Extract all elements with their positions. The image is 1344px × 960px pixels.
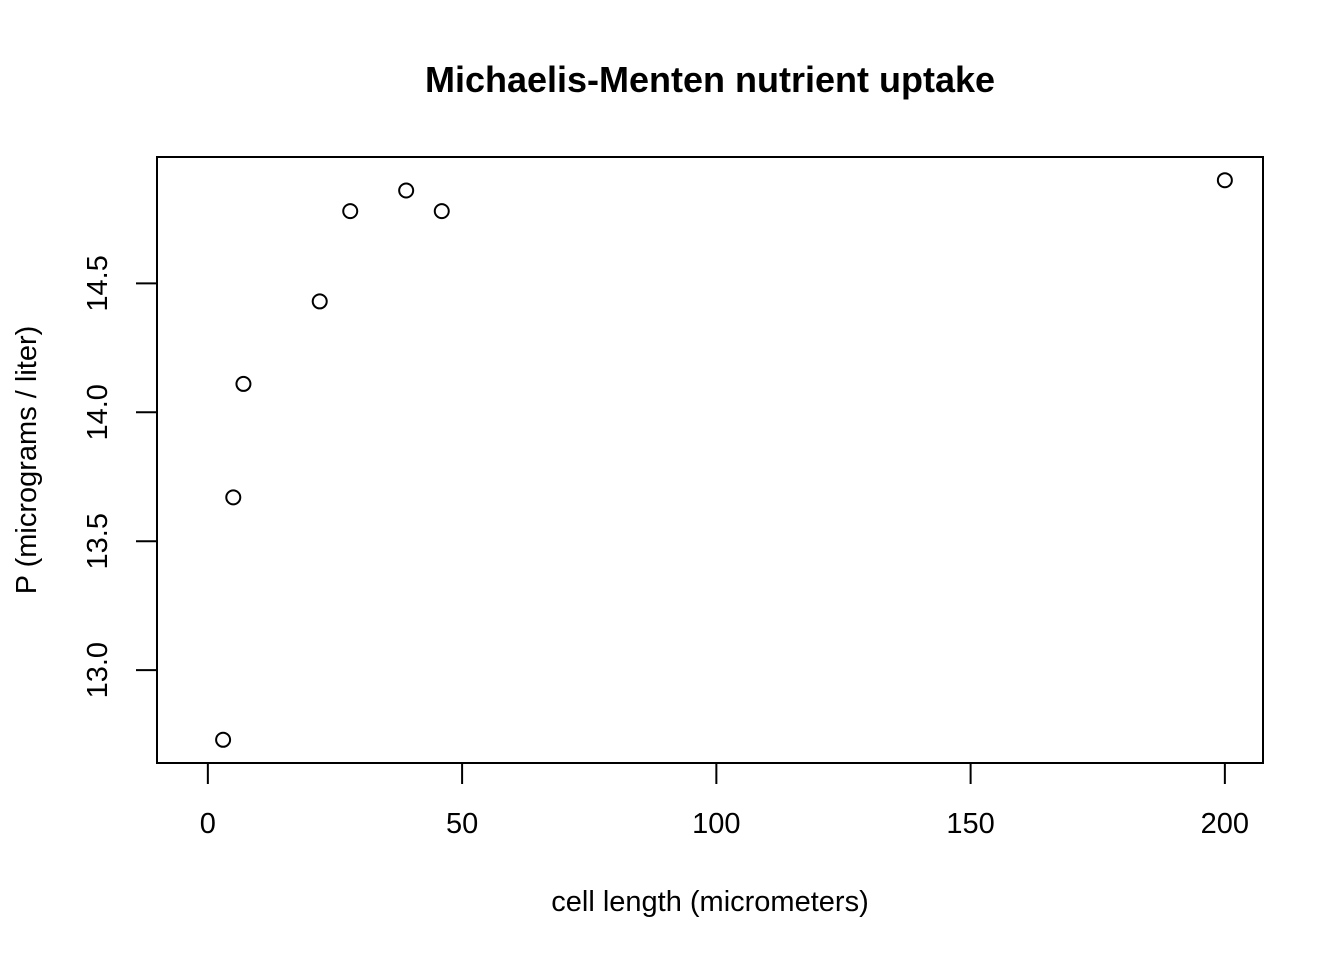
y-tick-label: 13.0 [82, 642, 114, 698]
data-point [215, 731, 232, 748]
y-tick-label: 14.0 [82, 384, 114, 440]
data-point [342, 203, 359, 220]
x-axis-label: cell length (micrometers) [551, 886, 868, 918]
x-axis: 0 50 100 150 200 [200, 762, 1249, 840]
y-axis-label: P (micrograms / liter) [11, 326, 43, 595]
x-tick-label: 200 [1201, 808, 1249, 840]
chart-title: Michaelis-Menten nutrient uptake [425, 59, 995, 100]
y-tick-label: 14.5 [82, 255, 114, 311]
data-point [311, 293, 328, 310]
y-axis: 13.0 13.5 14.0 14.5 [82, 255, 158, 698]
x-tick-label: 100 [692, 808, 740, 840]
data-points [215, 172, 1233, 748]
x-tick-label: 50 [446, 808, 478, 840]
data-point [225, 489, 242, 506]
y-tick-label: 13.5 [82, 513, 114, 569]
x-tick-label: 0 [200, 808, 216, 840]
x-tick-label: 150 [946, 808, 994, 840]
plot-frame [156, 156, 1264, 764]
data-point [1216, 172, 1233, 189]
data-point [235, 375, 252, 392]
data-point [398, 182, 415, 199]
data-point [433, 203, 450, 220]
